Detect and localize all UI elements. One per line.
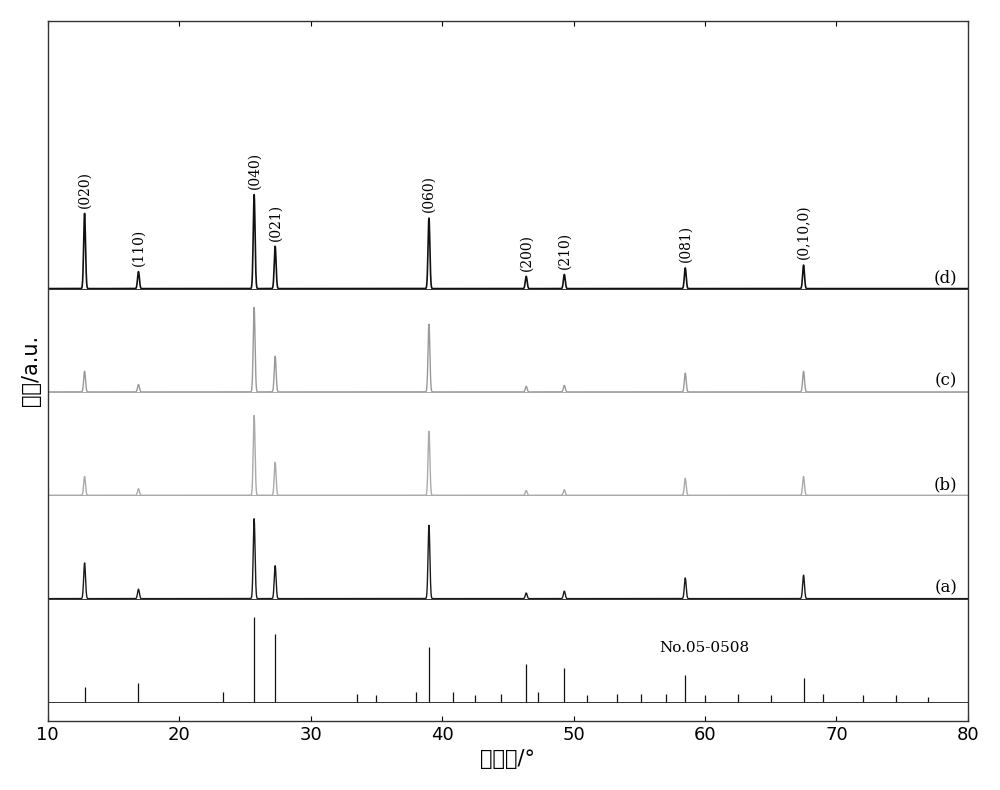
Text: (c): (c): [935, 373, 957, 389]
X-axis label: 衍射角/°: 衍射角/°: [480, 749, 535, 769]
Text: (b): (b): [934, 476, 957, 493]
Text: (200): (200): [519, 234, 533, 271]
Text: No.05-0508: No.05-0508: [659, 641, 749, 656]
Text: (021): (021): [268, 204, 282, 241]
Text: (020): (020): [78, 171, 92, 208]
Y-axis label: 强度/a.u.: 强度/a.u.: [21, 335, 41, 406]
Text: (060): (060): [422, 175, 436, 213]
Text: (210): (210): [557, 231, 571, 269]
Text: (110): (110): [131, 229, 145, 266]
Text: (040): (040): [247, 152, 261, 189]
Text: (0,10,0): (0,10,0): [797, 205, 811, 259]
Text: (a): (a): [934, 579, 957, 596]
Text: (081): (081): [678, 225, 692, 262]
Text: (d): (d): [934, 269, 957, 286]
